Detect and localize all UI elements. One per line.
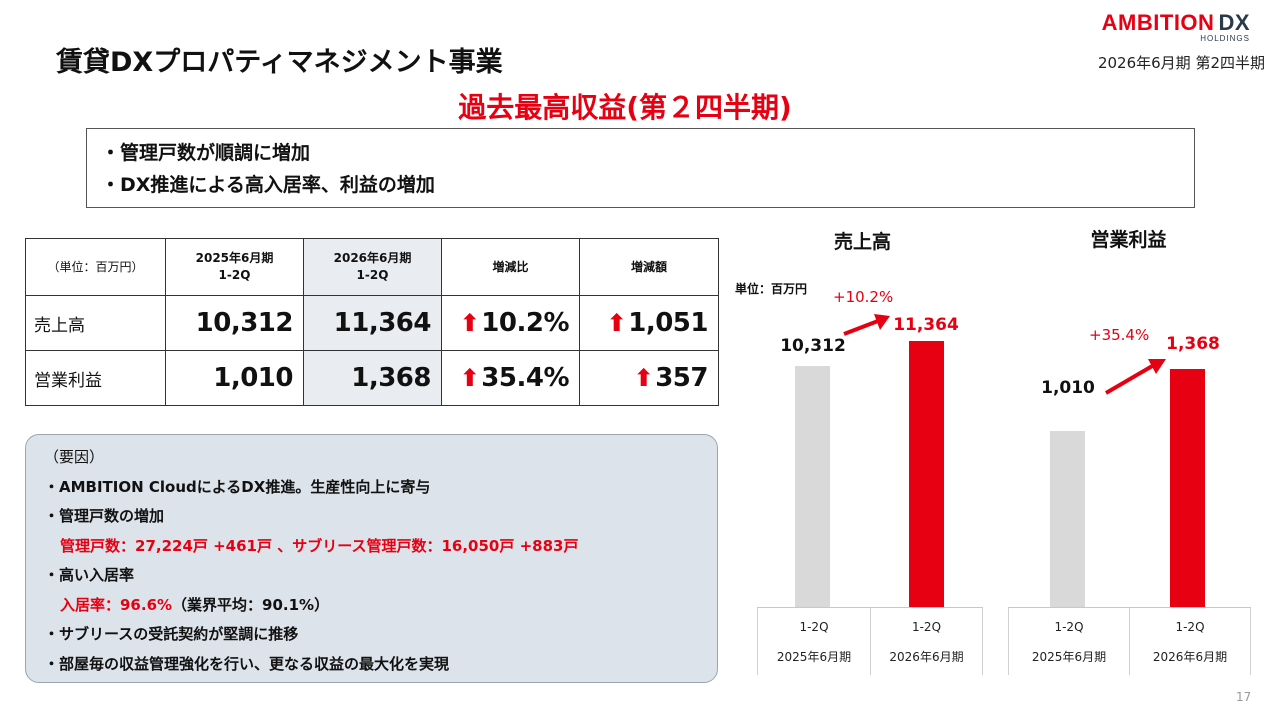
axis-cell: 1-2Q 2025年6月期 bbox=[757, 608, 870, 675]
prev-value: 1,010 bbox=[165, 350, 304, 406]
bar-op-2025 bbox=[1050, 431, 1085, 607]
up-arrow-icon: ⬆ bbox=[633, 364, 654, 392]
table-row: 売上高 10,312 11,364 ⬆10.2% ⬆1,051 bbox=[25, 295, 719, 351]
logo-text: AMBITION DX bbox=[1101, 10, 1250, 35]
diff-value: ⬆1,051 bbox=[579, 295, 719, 351]
axis-tick-label: 1-2Q bbox=[911, 620, 942, 634]
up-arrow-icon: ⬆ bbox=[459, 309, 480, 337]
growth-label: +10.2% bbox=[833, 288, 894, 306]
factor-item: ・AMBITION CloudによるDX推進。生産性向上に寄与 bbox=[44, 477, 431, 496]
sales-chart-title: 売上高 bbox=[833, 231, 891, 253]
axis-tick-label: 2025年6月期 bbox=[1031, 650, 1107, 664]
page-number: 17 bbox=[1236, 690, 1252, 704]
factor-item: ・部屋毎の収益管理強化を行い、更なる収益の最大化を実現 bbox=[44, 654, 450, 673]
kpi-table: （単位：百万円） 2025年6月期 1-2Q 2026年6月期 1-2Q 増減比 増… bbox=[25, 238, 719, 406]
fiscal-period: 2026年6月期 第2四半期 bbox=[1097, 54, 1265, 72]
axis-tick-label: 2025年6月期 bbox=[776, 650, 852, 664]
up-arrow-icon: ⬆ bbox=[459, 364, 480, 392]
growth-arrow-icon bbox=[1104, 359, 1166, 395]
curr-period-header: 2026年6月期 1-2Q bbox=[303, 238, 442, 296]
axis-tick-label: 1-2Q bbox=[799, 620, 829, 634]
logo-subtext: HOLDINGS bbox=[1200, 34, 1250, 43]
highlights-box: ・管理戸数が順調に増加 ・DX推進による高入居率、利益の増加 bbox=[86, 128, 1195, 208]
bar-value-label: 1,010 bbox=[1041, 378, 1095, 398]
row-label: 売上高 bbox=[25, 295, 166, 351]
axis-cell: 1-2Q 2026年6月期 bbox=[1129, 608, 1251, 675]
sales-axis: 1-2Q 2025年6月期 1-2Q 2026年6月期 bbox=[757, 607, 983, 675]
axis-tick-label: 2026年6月期 bbox=[1152, 650, 1228, 664]
page-title: 賃貸DXプロパティマネジメント事業 bbox=[56, 47, 503, 78]
factor-item: ・管理戸数の増加 bbox=[44, 507, 165, 525]
ratio-value: ⬆35.4% bbox=[441, 350, 580, 406]
factors-title: （要因） bbox=[44, 448, 105, 466]
growth-arrow-icon bbox=[843, 314, 890, 336]
axis-tick-label: 1-2Q bbox=[1175, 620, 1205, 634]
highlight-item: ・管理戸数が順調に増加 bbox=[101, 142, 311, 164]
op-axis: 1-2Q 2025年6月期 1-2Q 2026年6月期 bbox=[1008, 607, 1251, 675]
company-logo: AMBITION DX HOLDINGS bbox=[1100, 10, 1250, 44]
factor-detail: 管理戸数：27,224戸 +461戸 、サブリース管理戸数：16,050戸 +8… bbox=[60, 536, 579, 555]
bar-value-label: 10,312 bbox=[780, 336, 846, 356]
axis-tick-label: 2026年6月期 bbox=[889, 650, 964, 664]
factors-box: （要因） ・AMBITION CloudによるDX推進。生産性向上に寄与 ・管理… bbox=[25, 434, 718, 683]
factor-item: ・高い入居率 bbox=[44, 566, 135, 584]
bar-value-label: 1,368 bbox=[1166, 334, 1220, 354]
ratio-header: 増減比 bbox=[441, 238, 580, 296]
op-chart-title: 営業利益 bbox=[1090, 229, 1167, 251]
axis-cell: 1-2Q 2026年6月期 bbox=[870, 608, 983, 675]
diff-value: ⬆357 bbox=[579, 350, 719, 406]
factor-detail: 入居率：96.6%（業界平均：90.1%） bbox=[60, 595, 330, 614]
diff-header: 増減額 bbox=[579, 238, 719, 296]
headline: 過去最高収益(第２四半期) bbox=[458, 91, 792, 124]
chart-unit-label: 単位：百万円 bbox=[735, 282, 808, 296]
curr-value: 1,368 bbox=[303, 350, 442, 406]
table-row: 営業利益 1,010 1,368 ⬆35.4% ⬆357 bbox=[25, 350, 719, 406]
bar-sales-2026 bbox=[909, 341, 944, 607]
unit-header: （単位：百万円） bbox=[25, 238, 166, 296]
prev-period-header: 2025年6月期 1-2Q bbox=[165, 238, 304, 296]
axis-tick-label: 1-2Q bbox=[1054, 620, 1084, 634]
table-header-row: （単位：百万円） 2025年6月期 1-2Q 2026年6月期 1-2Q 増減比 増… bbox=[25, 238, 719, 296]
factor-item: ・サブリースの受託契約が堅調に推移 bbox=[44, 625, 299, 643]
growth-label: +35.4% bbox=[1089, 326, 1150, 344]
row-label: 営業利益 bbox=[25, 350, 166, 406]
up-arrow-icon: ⬆ bbox=[606, 309, 627, 337]
curr-value: 11,364 bbox=[303, 295, 442, 351]
axis-cell: 1-2Q 2025年6月期 bbox=[1008, 608, 1129, 675]
bar-sales-2025 bbox=[795, 366, 830, 607]
highlight-item: ・DX推進による高入居率、利益の増加 bbox=[101, 174, 435, 196]
bar-value-label: 11,364 bbox=[893, 315, 959, 335]
bar-op-2026 bbox=[1170, 369, 1205, 607]
ratio-value: ⬆10.2% bbox=[441, 295, 580, 351]
prev-value: 10,312 bbox=[165, 295, 304, 351]
